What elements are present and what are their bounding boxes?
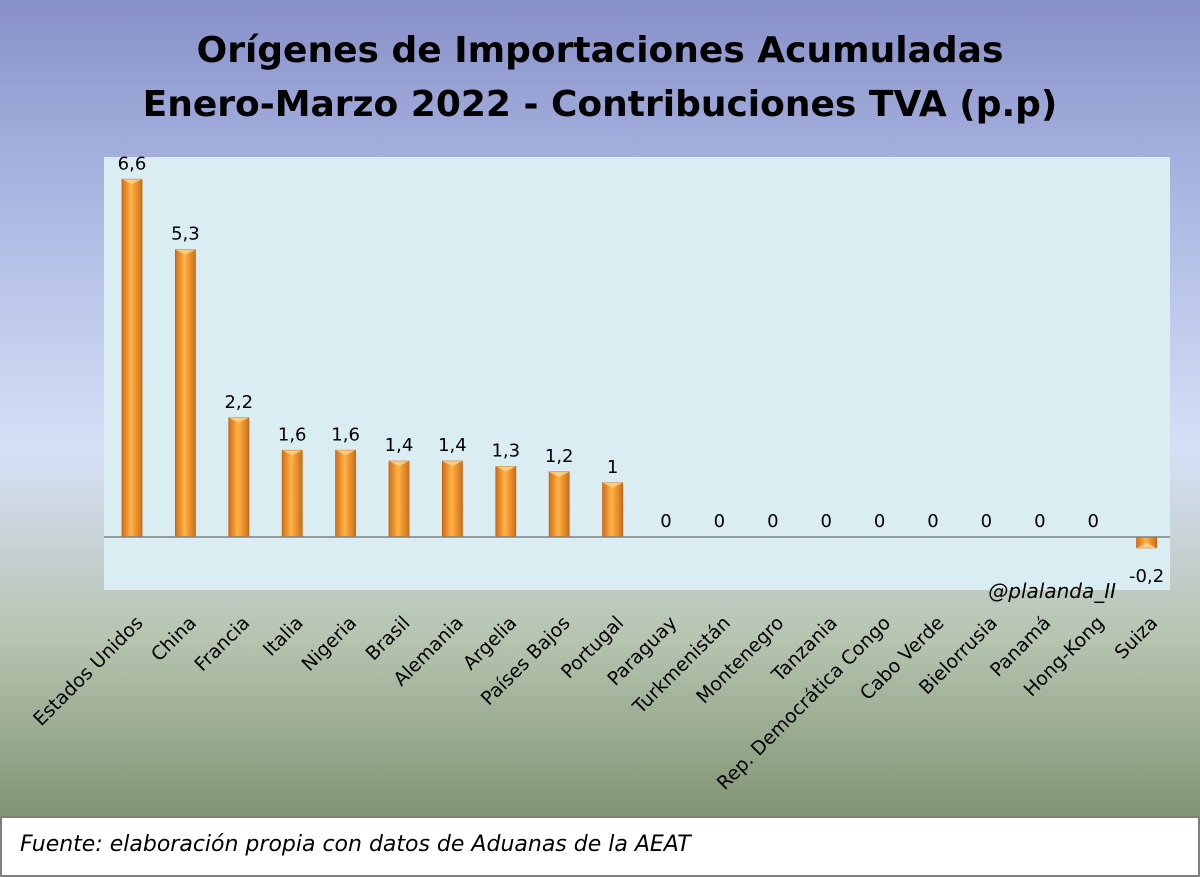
- value-label-brasil: 1,4: [385, 435, 414, 456]
- bar-estados-unidos: [121, 178, 143, 538]
- bar-cap-paises-bajos: [549, 471, 570, 477]
- value-label-panama: 0: [1034, 511, 1045, 532]
- bar-cap-italia: [282, 450, 303, 456]
- bar-cap-francia: [228, 417, 249, 423]
- bar-nigeria: [335, 449, 357, 538]
- value-label-portugal: 1: [607, 457, 618, 478]
- chart-subtitle: Enero-Marzo 2022 - Contribuciones TVA (p…: [143, 84, 1058, 125]
- bar-paises-bajos: [548, 471, 570, 538]
- value-label-alemania: 1,4: [438, 435, 467, 456]
- value-label-paraguay: 0: [660, 511, 671, 532]
- bar-francia: [228, 417, 250, 538]
- value-label-argelia: 1,3: [491, 441, 520, 462]
- bar-cap-suiza: [1136, 542, 1157, 548]
- value-label-nigeria: 1,6: [331, 424, 360, 445]
- plot-area: [104, 157, 1170, 590]
- bar-cap-brasil: [389, 461, 409, 467]
- source-footer: Fuente: elaboración propia con datos de …: [0, 816, 1200, 877]
- value-label-turkmenistan: 0: [714, 511, 725, 532]
- value-label-paises-bajos: 1,2: [545, 446, 574, 467]
- bar-alemania: [441, 460, 463, 538]
- bar-cap-alemania: [442, 461, 463, 467]
- value-label-hong-kong: 0: [1087, 511, 1098, 532]
- bar-portugal: [602, 482, 623, 538]
- bar-argelia: [495, 466, 517, 538]
- bar-china: [174, 249, 196, 538]
- value-label-cabo-verde: 0: [927, 511, 938, 532]
- bar-cap-argelia: [495, 466, 516, 472]
- value-label-italia: 1,6: [278, 424, 307, 445]
- source-text: Fuente: elaboración propia con datos de …: [20, 832, 691, 857]
- bar-cap-china: [175, 249, 196, 255]
- value-label-francia: 2,2: [224, 392, 253, 413]
- bar-cap-portugal: [602, 482, 623, 488]
- bar-cap-nigeria: [335, 450, 356, 456]
- credit-text: @plalanda_II: [988, 579, 1116, 603]
- value-label-tanzania: 0: [820, 511, 831, 532]
- chart-title: Orígenes de Importaciones Acumuladas: [197, 30, 1004, 71]
- bars-layer: [121, 178, 1157, 549]
- bar-brasil: [388, 460, 410, 538]
- value-label-suiza: -0,2: [1129, 566, 1164, 587]
- value-label-bielorrusia: 0: [981, 511, 992, 532]
- value-label-estados-unidos: 6,6: [118, 153, 147, 174]
- value-label-china: 5,3: [171, 224, 200, 245]
- value-label-rep-democratica-congo: 0: [874, 511, 885, 532]
- bar-italia: [281, 449, 303, 538]
- value-label-montenegro: 0: [767, 511, 778, 532]
- bar-cap-estados-unidos: [122, 179, 142, 185]
